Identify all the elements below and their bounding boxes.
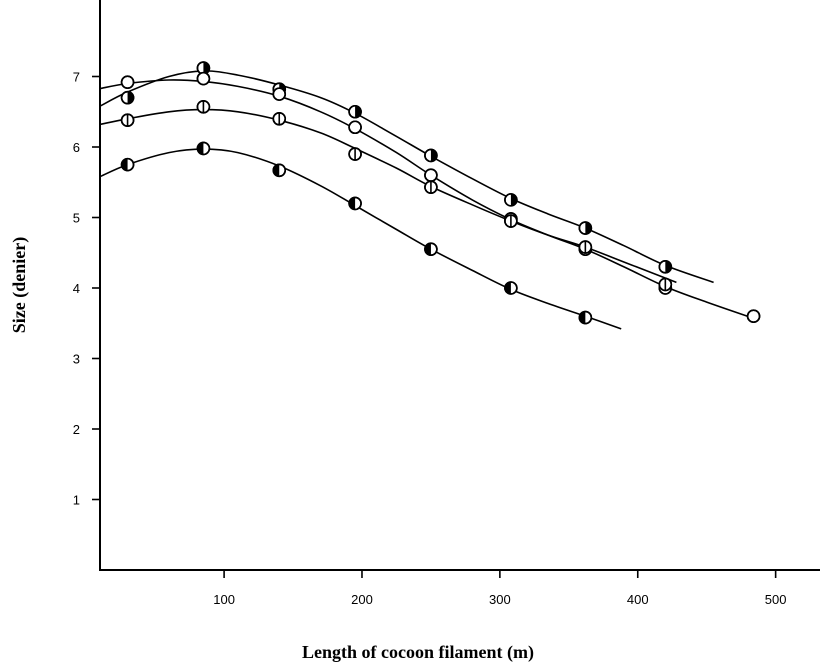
x-axis-title: Length of cocoon filament (m) [302,642,534,663]
series-1-curve [99,70,714,284]
series-2-point [746,309,761,324]
series-4-point [272,163,287,178]
series-3-point [658,277,673,292]
series-3-curve [99,108,677,284]
series-4-curve [99,148,622,330]
series-3-point [424,180,438,194]
x-tick-label: 300 [489,592,511,607]
series-1-point [196,61,211,75]
series-1-point [348,104,362,119]
y-ticks: 1 2 3 4 5 6 7 [73,70,100,508]
y-tick-label: 5 [73,211,80,226]
x-tick-label: 200 [351,592,373,607]
x-tick-label: 500 [765,592,787,607]
series-4-point [120,157,135,172]
series-1-point [424,148,438,163]
data-points [120,61,761,325]
series-3-point [578,240,593,254]
series-1-point [504,193,518,207]
series-3-point [504,214,518,228]
series-2-point [348,120,362,135]
series-4-point [504,281,518,295]
series-4-point [196,141,211,156]
series-2-point [196,71,211,86]
y-tick-label: 4 [73,281,80,296]
series-1-point [120,90,135,105]
y-axis-title: Size (denier) [9,237,30,333]
series-1-point [658,260,673,274]
series-3-point [120,113,135,128]
series-3-point [196,100,211,114]
y-tick-label: 6 [73,140,80,155]
series-4-point [348,196,362,211]
x-ticks: 100 200 300 400 500 [213,570,786,607]
series-3-point [348,147,362,161]
series-2-point [424,168,438,182]
series-1-point [578,221,593,235]
series-4-point [578,310,593,325]
y-tick-label: 7 [73,70,80,85]
series-2-point [120,75,135,89]
x-tick-label: 400 [627,592,649,607]
series-3-point [272,112,287,126]
y-tick-label: 2 [73,422,80,437]
x-tick-label: 100 [213,592,235,607]
y-tick-label: 1 [73,493,80,508]
y-tick-label: 3 [73,352,80,367]
series-4-point [424,242,438,257]
series-2-point [272,87,287,101]
